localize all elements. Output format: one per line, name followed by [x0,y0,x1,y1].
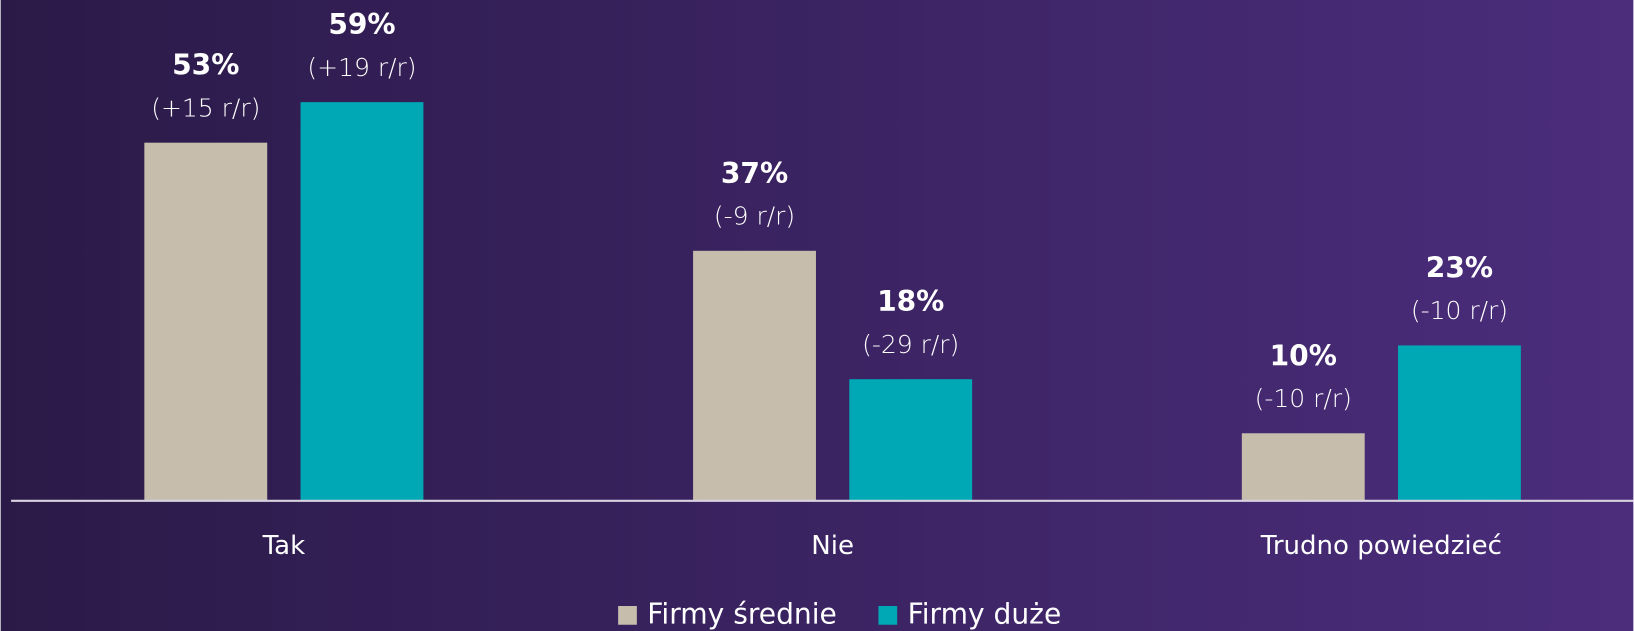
change-label: (+15 r/r) [151,93,260,122]
change-label: (-9 r/r) [714,201,795,230]
value-label: 10% [1270,339,1337,372]
bar [1241,433,1365,501]
value-label: 53% [172,49,239,82]
bar [300,102,424,501]
bar [693,250,816,501]
x-tick-label: Tak [262,531,306,561]
change-label: (+19 r/r) [307,53,416,82]
bar [1398,345,1521,501]
x-tick-label: Trudno powiedzieć [1260,531,1502,561]
legend-swatch [618,606,637,625]
bar [849,379,973,501]
value-label: 23% [1426,251,1493,284]
bar [144,142,268,501]
legend-label: Firmy duże [908,597,1062,630]
value-label: 18% [877,285,944,318]
x-tick-label: Nie [811,531,854,561]
change-label: (-10 r/r) [1411,296,1508,325]
change-label: (-29 r/r) [862,330,959,359]
value-label: 37% [721,157,788,190]
change-label: (-10 r/r) [1255,384,1352,413]
legend-label: Firmy średnie [647,597,837,630]
value-label: 59% [328,8,395,41]
legend-swatch [878,606,898,625]
